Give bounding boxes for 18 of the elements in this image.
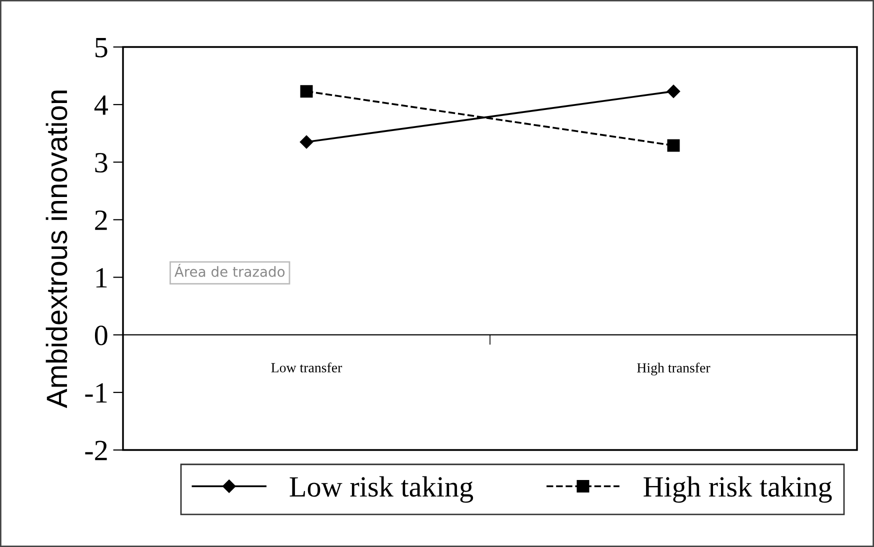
x-tick-label: High transfer: [637, 362, 710, 376]
y-tick-label: -2: [85, 440, 107, 460]
y-tick-label: 4: [94, 95, 108, 115]
y-tick-label: 1: [96, 268, 107, 288]
legend-label: Low risk taking: [290, 476, 474, 503]
y-tick-label: 2: [95, 210, 107, 230]
x-tick-label: Low transfer: [271, 362, 342, 372]
point: [300, 85, 313, 98]
y-tick-label: 5: [96, 38, 108, 58]
y-tick-label: 3: [95, 152, 108, 173]
annotation: Área de trazado: [174, 264, 285, 277]
point: [300, 135, 314, 149]
y-axis-title: Ambidextrous innovation: [46, 90, 68, 408]
point: [666, 84, 680, 98]
legend-label: High risk taking: [644, 476, 832, 503]
y-tick-label: -1: [85, 383, 107, 403]
point: [667, 139, 680, 152]
y-tick-label: 0: [94, 326, 108, 346]
